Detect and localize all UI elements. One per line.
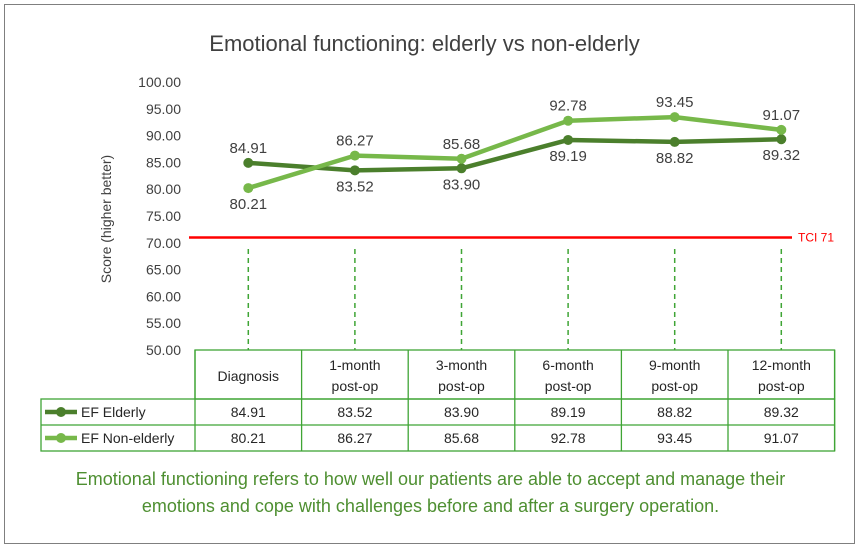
table-cell-value: 89.32 [764, 404, 799, 420]
table-cell-value: 89.19 [551, 404, 586, 420]
legend-marker [56, 433, 66, 443]
y-tick-label: 80.00 [146, 181, 181, 197]
x-category-label: post-op [438, 378, 485, 394]
data-point [243, 157, 254, 168]
x-category-label: 1-month [329, 357, 380, 373]
data-point [349, 165, 360, 176]
line-chart: Emotional functioning: elderly vs non-el… [40, 31, 836, 452]
data-label: 89.32 [763, 147, 801, 164]
x-category-label: post-op [545, 378, 592, 394]
table-cell-value: 93.45 [657, 430, 692, 446]
data-point [669, 112, 680, 123]
data-point [563, 134, 574, 145]
x-category-label: 6-month [542, 357, 593, 373]
data-label: 88.82 [656, 150, 694, 167]
data-label: 84.91 [230, 140, 268, 157]
table-cell-value: 83.90 [444, 404, 479, 420]
data-point [456, 153, 467, 164]
data-point [776, 124, 787, 135]
data-label: 91.07 [763, 107, 801, 124]
data-point [669, 136, 680, 147]
reference-line-label: TCI 71 [798, 230, 834, 244]
table-cell-value: 91.07 [764, 430, 799, 446]
legend-label: EF Non-elderly [81, 430, 174, 446]
chart-frame: Emotional functioning: elderly vs non-el… [4, 4, 855, 544]
caption-line-2: emotions and cope with challenges before… [141, 496, 720, 516]
chart-title: Emotional functioning: elderly vs non-el… [209, 31, 639, 56]
table-cell-value: 85.68 [444, 430, 479, 446]
y-tick-label: 70.00 [146, 235, 181, 251]
data-label: 92.78 [549, 98, 587, 115]
data-label: 83.90 [443, 176, 481, 193]
data-label: 93.45 [656, 94, 694, 111]
table-cell-value: 83.52 [337, 404, 372, 420]
data-label: 80.21 [230, 196, 268, 213]
y-tick-label: 50.00 [146, 342, 181, 358]
y-tick-label: 90.00 [146, 128, 181, 144]
y-tick-label: 100.00 [138, 74, 181, 90]
data-point [456, 163, 467, 174]
legend-label: EF Elderly [81, 404, 146, 420]
data-point [776, 134, 787, 145]
data-label: 86.27 [336, 133, 374, 150]
y-tick-label: 85.00 [146, 154, 181, 170]
table-cell-value: 92.78 [551, 430, 586, 446]
y-tick-label: 75.00 [146, 208, 181, 224]
table-cell-value: 88.82 [657, 404, 692, 420]
y-axis-label: Score (higher better) [98, 155, 114, 283]
data-point [563, 115, 574, 126]
x-category-label: post-op [332, 378, 379, 394]
table-cell-value: 86.27 [337, 430, 372, 446]
data-label: 89.19 [549, 148, 587, 165]
table-cell-value: 80.21 [231, 430, 266, 446]
x-category-label: post-op [758, 378, 805, 394]
series-line [247, 114, 782, 191]
data-label: 83.52 [336, 178, 374, 195]
x-category-label: 9-month [649, 357, 700, 373]
y-tick-label: 65.00 [146, 262, 181, 278]
x-category-label: post-op [651, 378, 698, 394]
caption-line-1: Emotional functioning refers to how well… [75, 469, 786, 489]
legend-marker [56, 407, 66, 417]
data-label: 85.68 [443, 136, 481, 153]
table-cell-value: 84.91 [231, 404, 266, 420]
y-tick-label: 60.00 [146, 288, 181, 304]
data-point [243, 183, 254, 194]
data-point [349, 150, 360, 161]
x-category-label: Diagnosis [218, 368, 279, 384]
y-tick-label: 95.00 [146, 101, 181, 117]
chart-caption: Emotional functioning refers to how well… [0, 466, 861, 520]
y-tick-label: 55.00 [146, 315, 181, 331]
x-category-label: 12-month [752, 357, 811, 373]
x-category-label: 3-month [436, 357, 487, 373]
series-line [248, 136, 782, 173]
